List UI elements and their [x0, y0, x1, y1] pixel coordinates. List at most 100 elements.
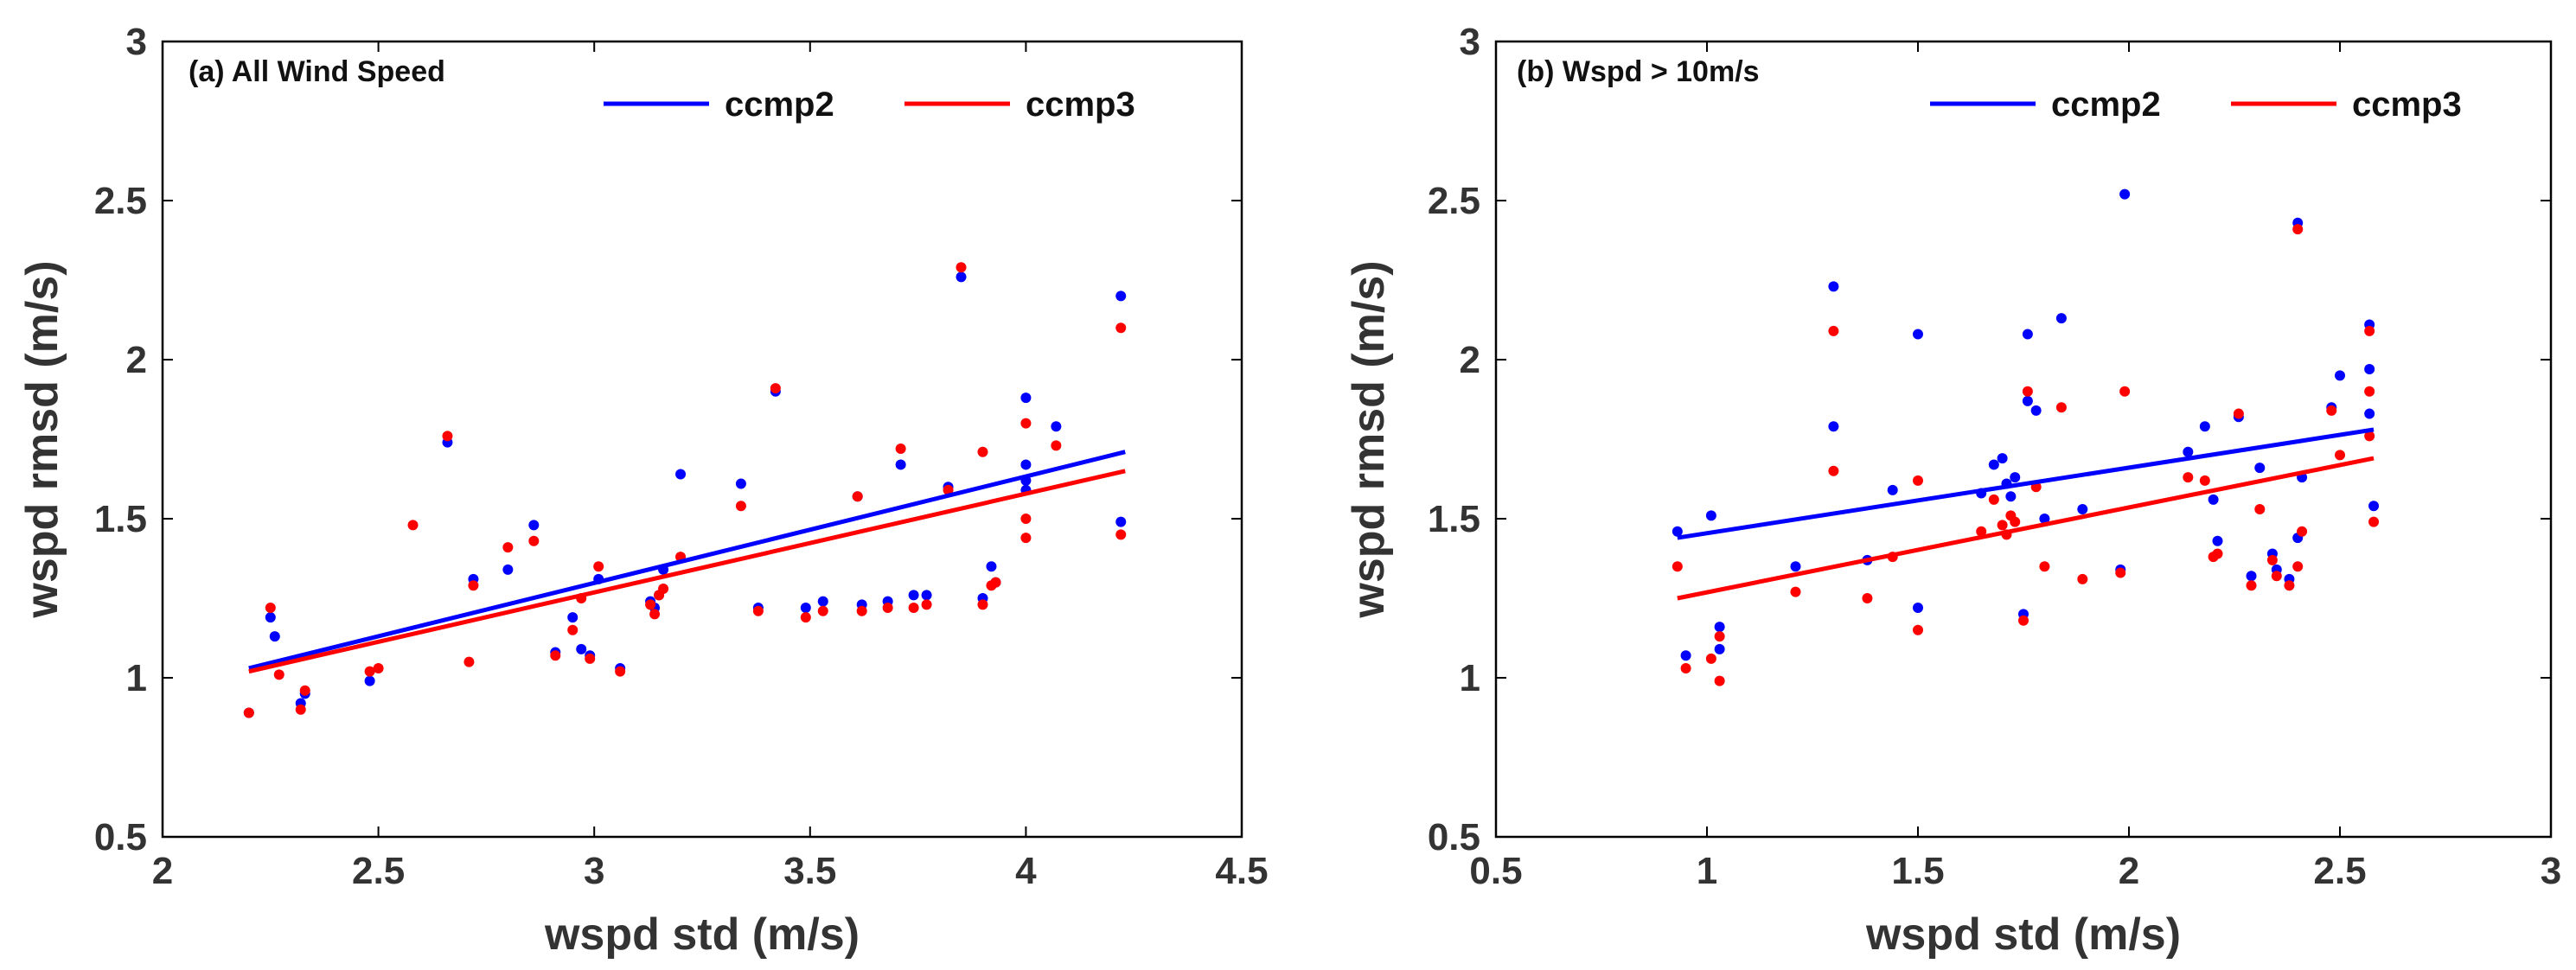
y-tick-label: 1: [126, 657, 147, 699]
data-point-ccmp2: [2119, 188, 2131, 200]
data-point-ccmp2: [1115, 290, 1127, 302]
data-point-ccmp2: [2077, 503, 2088, 514]
x-tick-label: 2: [152, 850, 173, 892]
data-point-ccmp3: [2199, 475, 2210, 486]
data-point-ccmp3: [407, 520, 419, 531]
data-point-ccmp2: [1887, 484, 1898, 495]
legend: ccmp2 ccmp3: [1930, 86, 2462, 124]
data-point-ccmp3: [1115, 322, 1127, 334]
y-tick-label: 2.5: [94, 180, 147, 222]
data-point-ccmp3: [2292, 561, 2304, 572]
data-point-ccmp2: [800, 603, 811, 614]
data-point-ccmp3: [1115, 529, 1127, 540]
data-point-ccmp3: [990, 577, 1001, 588]
x-tick-label: 3: [584, 850, 604, 892]
x-tick-label: 1: [1697, 850, 1717, 892]
data-point-ccmp2: [735, 478, 746, 489]
data-point-ccmp2: [2212, 535, 2223, 546]
data-point-ccmp2: [2039, 514, 2050, 524]
data-point-ccmp2: [2010, 472, 2021, 483]
data-layer: [243, 262, 1127, 718]
data-point-ccmp3: [2018, 615, 2029, 626]
legend-label-ccmp3: ccmp3: [1026, 86, 1135, 124]
data-point-ccmp3: [2271, 571, 2282, 582]
data-point-ccmp2: [2246, 571, 2257, 582]
data-point-ccmp2: [1913, 329, 1923, 340]
data-point-ccmp2: [817, 596, 828, 607]
data-point-ccmp3: [1828, 465, 1839, 476]
data-point-ccmp3: [2364, 386, 2375, 397]
y-tick-label: 1.5: [94, 498, 147, 540]
data-point-ccmp3: [2212, 548, 2223, 559]
data-point-ccmp3: [752, 605, 764, 616]
data-point-ccmp3: [243, 707, 254, 718]
data-point-ccmp3: [2055, 402, 2067, 413]
data-point-ccmp3: [1020, 418, 1032, 429]
data-point-ccmp2: [1913, 603, 1923, 614]
data-point-ccmp3: [645, 599, 656, 610]
data-point-ccmp3: [1913, 475, 1923, 486]
data-point-ccmp3: [2368, 516, 2380, 527]
axis-ticks: 2 2.5 3 3.5 4 4.5 0.5 1 1.5 2 2.5 3: [94, 21, 1269, 892]
data-point-ccmp3: [1828, 325, 1839, 336]
legend-label-ccmp2: ccmp2: [2051, 86, 2161, 124]
data-point-ccmp2: [269, 631, 280, 642]
data-point-ccmp2: [1115, 516, 1127, 527]
data-point-ccmp2: [1988, 459, 1999, 470]
data-point-ccmp3: [658, 583, 669, 594]
data-point-ccmp2: [1714, 622, 1725, 633]
data-point-ccmp3: [2246, 580, 2257, 591]
data-point-ccmp3: [1862, 593, 1873, 603]
data-point-ccmp2: [921, 590, 932, 601]
data-point-ccmp3: [2364, 431, 2375, 442]
data-point-ccmp2: [2208, 494, 2219, 505]
data-point-ccmp2: [1672, 526, 1683, 537]
data-point-ccmp3: [528, 535, 540, 546]
data-point-ccmp2: [1828, 281, 1839, 292]
data-point-ccmp2: [567, 612, 578, 623]
data-point-ccmp3: [943, 484, 954, 495]
data-point-ccmp2: [1705, 510, 1716, 521]
data-point-ccmp3: [856, 605, 867, 616]
data-point-ccmp3: [373, 662, 384, 673]
data-point-ccmp3: [800, 612, 811, 623]
trend-line-ccmp3: [1677, 456, 2375, 601]
data-point-ccmp3: [1714, 631, 1725, 642]
x-tick-label: 3: [2541, 850, 2561, 892]
data-point-ccmp3: [956, 262, 967, 273]
trend-line-ccmp2: [1677, 427, 2375, 540]
data-point-ccmp2: [1997, 453, 2008, 464]
data-point-ccmp3: [882, 603, 893, 614]
panel-b: 0.5 1 1.5 2 2.5 3 0.5 1 1.5 2 2.5 3 (b) Wspd > 10m/…: [1344, 21, 2561, 960]
data-point-ccmp2: [2368, 501, 2380, 512]
data-point-ccmp2: [895, 459, 906, 470]
data-point-ccmp3: [2183, 472, 2194, 483]
data-point-ccmp3: [502, 542, 514, 553]
data-point-ccmp3: [1020, 533, 1032, 544]
y-tick-label: 2: [1460, 339, 1480, 381]
data-point-ccmp2: [576, 643, 587, 654]
data-point-ccmp3: [2115, 567, 2126, 578]
data-point-ccmp3: [1672, 561, 1683, 572]
y-tick-label: 0.5: [1428, 816, 1480, 858]
x-axis-label: wspd std (m/s): [1865, 909, 2181, 960]
data-point-ccmp2: [1051, 421, 1062, 432]
x-tick-label: 0.5: [1469, 850, 1522, 892]
data-point-ccmp2: [2030, 405, 2042, 416]
data-point-ccmp2: [2055, 313, 2067, 324]
x-tick-label: 2.5: [352, 850, 405, 892]
data-point-ccmp2: [2022, 395, 2033, 406]
data-point-ccmp2: [2183, 446, 2194, 457]
x-tick-label: 4.5: [1215, 850, 1268, 892]
data-point-ccmp3: [567, 624, 578, 635]
data-point-ccmp3: [2119, 386, 2131, 397]
data-point-ccmp2: [1020, 459, 1032, 470]
data-point-ccmp3: [550, 650, 561, 661]
data-point-ccmp3: [1714, 675, 1725, 686]
data-point-ccmp3: [2039, 561, 2050, 572]
data-point-ccmp2: [1714, 643, 1725, 654]
data-point-ccmp3: [364, 666, 375, 677]
data-point-ccmp2: [1790, 561, 1801, 572]
trend-line-ccmp3: [248, 469, 1126, 674]
